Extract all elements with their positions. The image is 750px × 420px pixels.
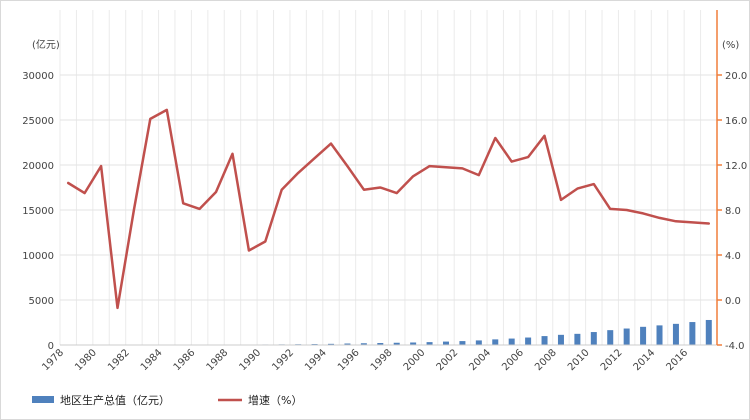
left-y-axis: 0 5000 10000 15000 20000 25000 30000 [22,71,54,352]
gdp-bar [442,341,449,345]
x-tick-label: 1992 [270,347,296,373]
right-tick-label: 8.0 [725,206,741,217]
x-tick-label: 1998 [369,347,395,373]
left-tick-label: 25000 [22,116,54,127]
left-tick-label: 10000 [22,251,54,262]
x-axis: 1978 1980 1982 1984 1986 1988 1990 1992 1994 1996… [40,344,717,373]
x-tick-label: 2012 [599,347,625,373]
gdp-bar [410,342,417,345]
gdp-bar [689,322,696,345]
left-tick-label: 20000 [22,161,54,172]
x-tick-label: 2004 [467,347,493,373]
gdp-bar [640,326,647,345]
gdp-bar [607,330,614,345]
x-tick-label: 2008 [533,347,559,373]
right-tick-label: 4.0 [725,251,741,262]
right-tick-label: 20.0 [725,71,747,82]
x-tick-label: 2000 [402,347,428,373]
gdp-bar [377,343,384,345]
left-tick-label: 15000 [22,206,54,217]
left-tick-label: 5000 [29,296,54,307]
legend-bar-swatch [32,396,54,403]
growth-series-line [66,108,711,310]
gdp-bar [672,323,679,345]
x-tick-label: 2010 [566,347,592,373]
gdp-bar [360,343,367,345]
gdp-bar [492,339,499,345]
right-tick-label: 0.0 [725,296,741,307]
x-tick-label: 2016 [664,347,690,373]
gdp-bar [525,337,532,345]
gdp-bar [459,341,466,345]
x-tick-label: 2014 [632,347,658,373]
left-tick-label: 30000 [22,71,54,82]
legend-line-label: 增速（%） [248,393,302,407]
x-tick-label: 1986 [172,347,198,373]
right-tick-label: 16.0 [725,116,747,127]
growth-line [66,108,711,310]
x-tick-label: 1982 [106,347,132,373]
legend: 地区生产总值（亿元） 增速（%） [32,393,302,407]
legend-bar-label: 地区生产总值（亿元） [60,393,170,407]
x-tick-label: 1990 [237,347,263,373]
x-tick-label: 1984 [139,347,165,373]
gdp-bar [656,325,663,345]
right-axis-unit: (%) [722,40,739,51]
gdp-bar [590,332,597,345]
x-tick-label: 2002 [435,347,461,373]
left-tick-label: 0 [48,341,54,352]
gdp-bar [623,328,630,345]
gdp-bar [574,333,581,345]
gdp-bar [393,342,400,345]
x-tick-label: 1994 [303,347,329,373]
gdp-bar [508,338,515,345]
gdp-bar [475,340,482,345]
right-tick-label: -4.0 [725,341,745,352]
gdp-bar [557,334,564,345]
gdp-bar [541,336,548,345]
gridlines [59,10,718,346]
left-axis-unit: (亿元) [32,38,60,51]
x-tick-label: 1980 [73,347,99,373]
gdp-bar [328,343,335,345]
x-tick-label: 2006 [500,347,526,373]
gdp-bars [65,319,712,346]
gdp-bar [705,319,712,345]
right-tick-label: 12.0 [725,161,747,172]
gdp-bar [426,342,433,345]
right-y-axis: -4.0 0.0 4.0 8.0 12.0 16.0 20.0 [716,10,747,352]
gdp-bar [344,343,351,345]
x-tick-label: 1996 [336,347,362,373]
x-tick-label: 1988 [205,347,231,373]
